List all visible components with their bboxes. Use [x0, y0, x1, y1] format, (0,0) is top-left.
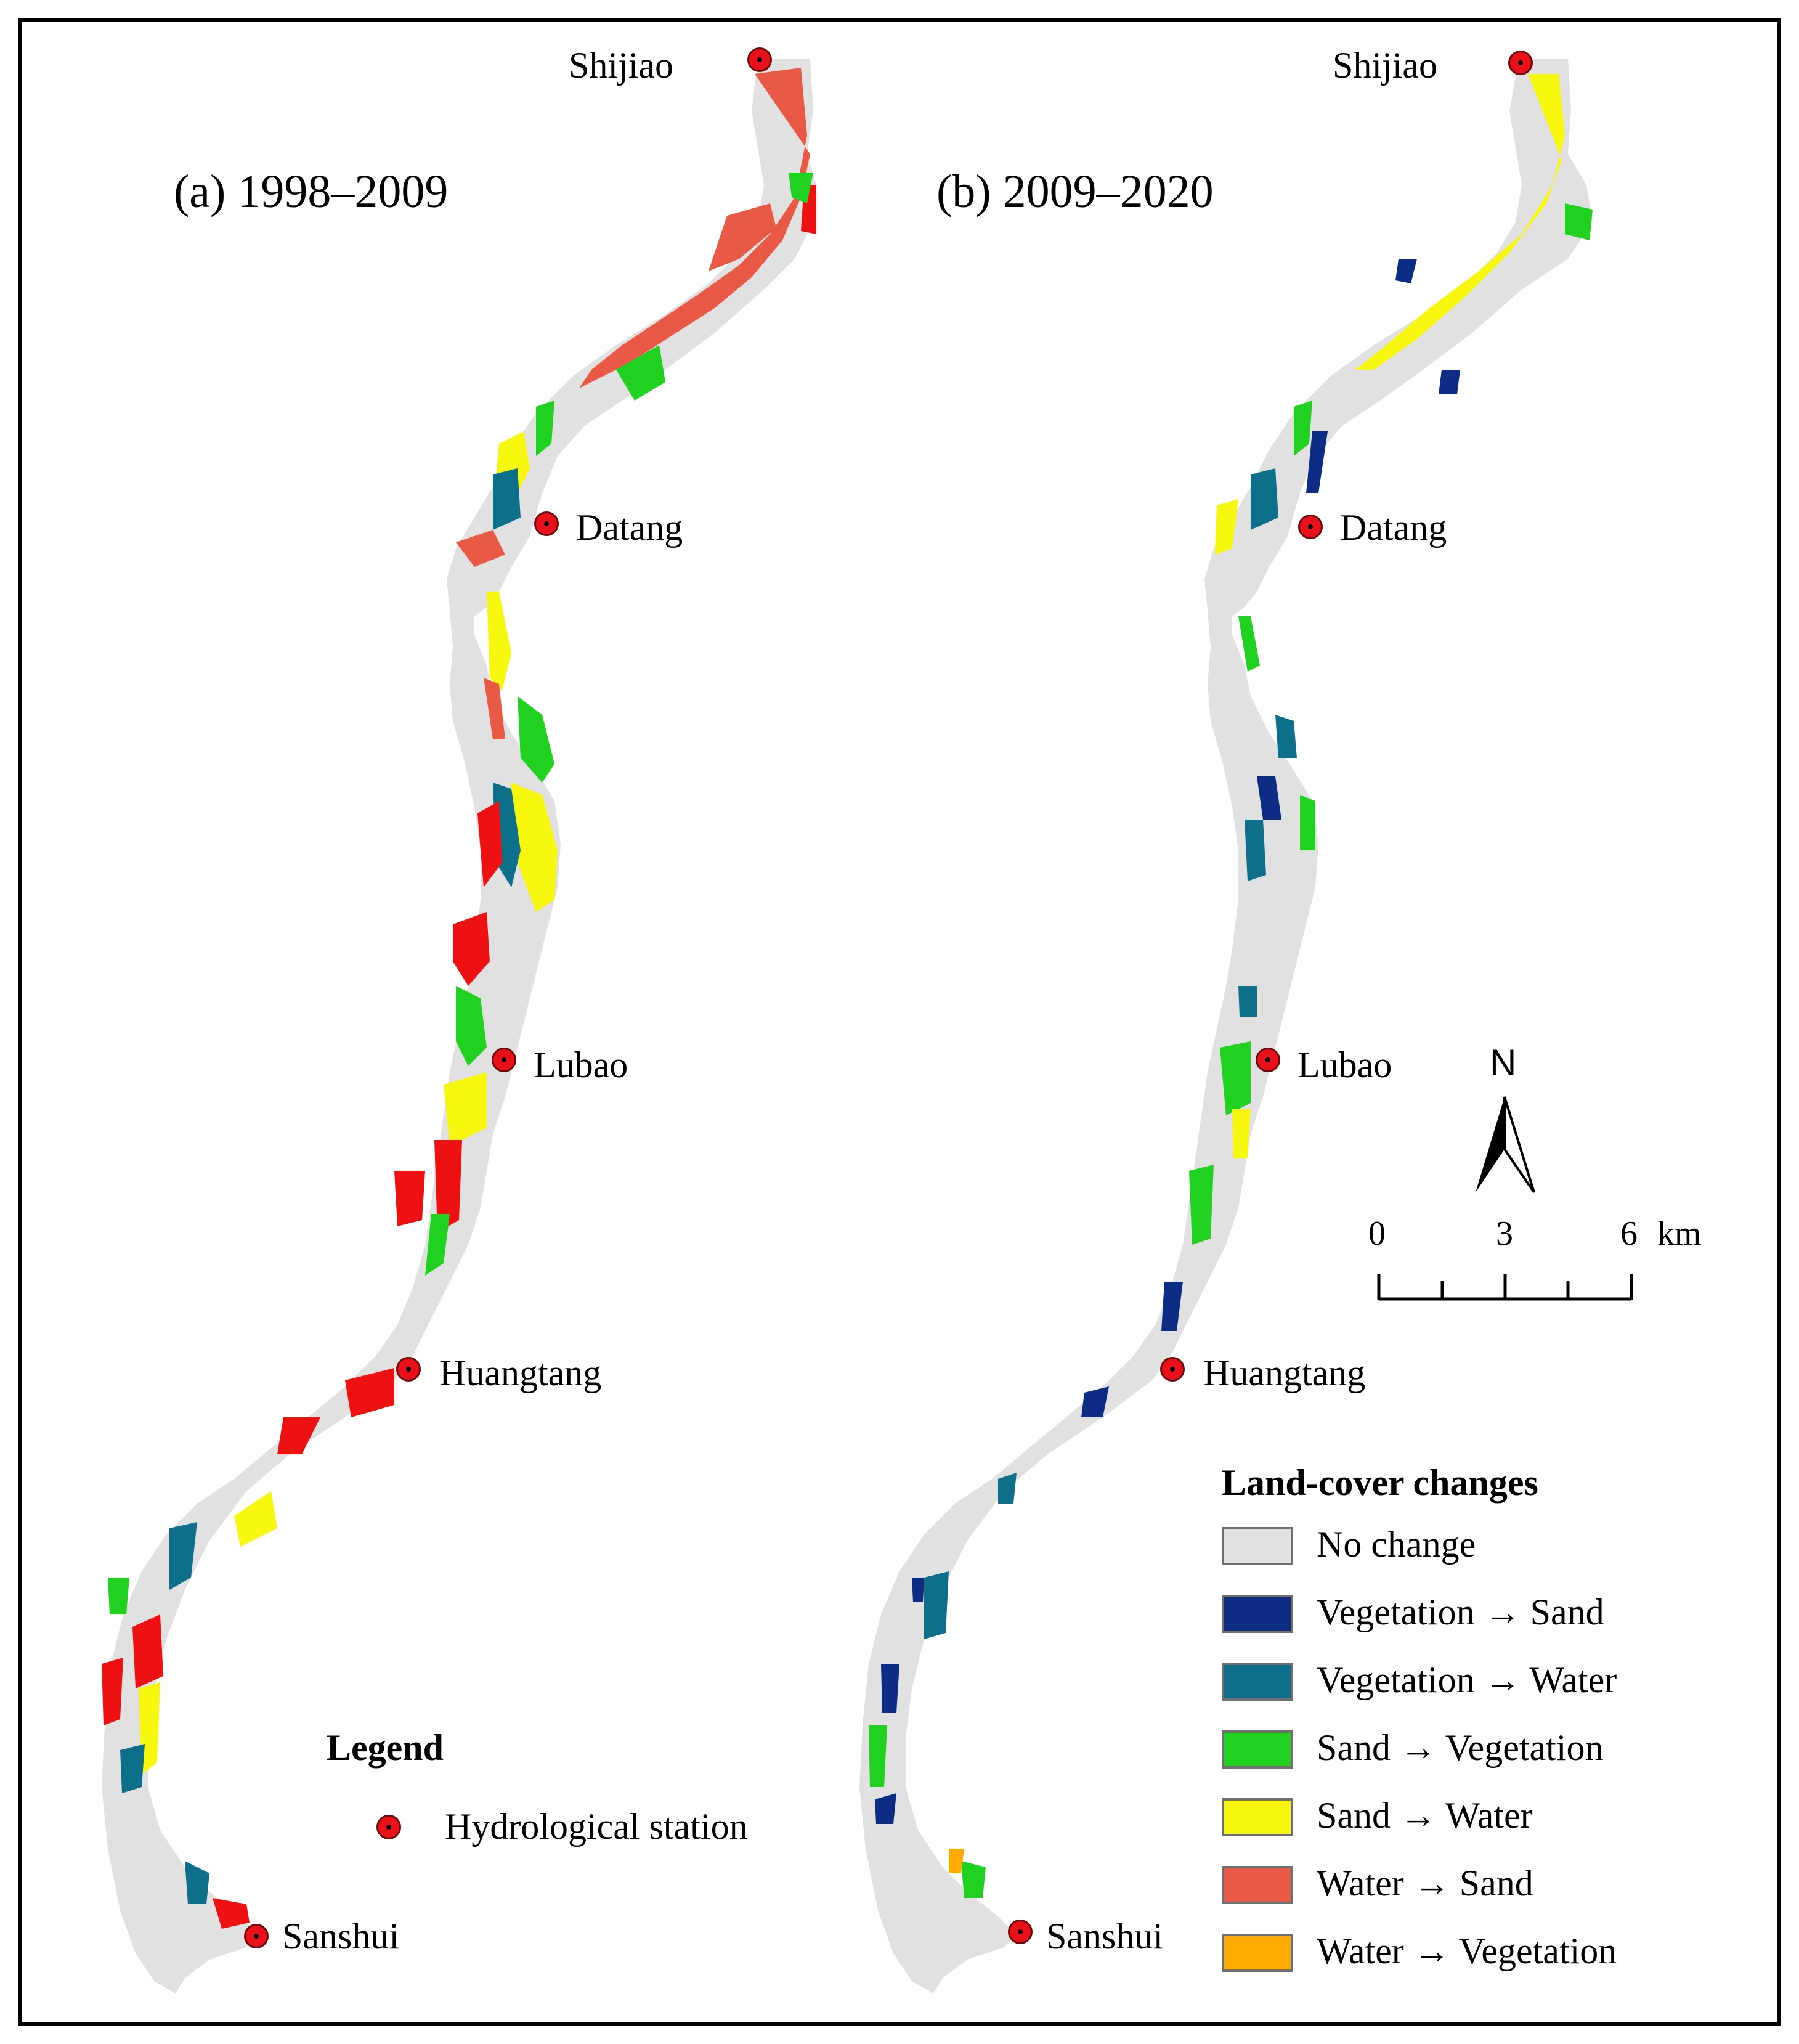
station-label-lubao-a: Lubao — [534, 1044, 628, 1085]
legend-title: Legend — [327, 1727, 444, 1768]
panel-a-title: (a) 1998–2009 — [174, 166, 449, 218]
station-label-huangtang-a: Huangtang — [439, 1353, 602, 1393]
landcover-swatch-0 — [1222, 1527, 1293, 1565]
scale-tick-0: 0 — [1368, 1215, 1386, 1253]
river-map-a — [102, 59, 816, 1993]
station-marker-sanshui-a — [244, 1924, 269, 1948]
landcover-swatch-5 — [1222, 1866, 1293, 1904]
landcover-label-3: Sand → Vegetation — [1317, 1727, 1604, 1768]
station-label-sanshui-b: Sanshui — [1046, 1916, 1164, 1956]
landcover-label-1: Vegetation → Sand — [1317, 1592, 1604, 1632]
landcover-swatch-4 — [1222, 1798, 1293, 1836]
scale-tick-6: 6 — [1620, 1215, 1638, 1253]
station-marker-datang-b — [1298, 515, 1323, 539]
station-label-sanshui-a: Sanshui — [282, 1916, 400, 1956]
legend-station-label: Hydrological station — [445, 1806, 748, 1847]
landcover-swatch-1 — [1222, 1595, 1293, 1633]
station-label-huangtang-b: Huangtang — [1203, 1353, 1366, 1393]
river-channel-b — [859, 59, 1593, 1993]
station-label-datang-b: Datang — [1340, 507, 1447, 548]
station-marker-huangtang-b — [1160, 1357, 1185, 1382]
station-marker-lubao-b — [1256, 1048, 1280, 1072]
north-label: N — [1490, 1042, 1517, 1083]
station-label-shijiao-a: Shijiao — [569, 45, 674, 86]
station-label-shijiao-b: Shijiao — [1333, 45, 1438, 86]
landcover-legend-title: Land-cover changes — [1222, 1462, 1538, 1503]
change-patches-a — [102, 68, 816, 1929]
station-marker-shijiao-b — [1508, 51, 1533, 75]
station-marker-huangtang-a — [396, 1357, 421, 1382]
landcover-swatch-2 — [1222, 1663, 1293, 1701]
landcover-label-0: No change — [1317, 1524, 1476, 1565]
landcover-label-2: Vegetation → Water — [1317, 1659, 1617, 1700]
change-patches-b — [869, 74, 1593, 1898]
station-label-datang-a: Datang — [576, 507, 683, 548]
station-marker-datang-a — [534, 511, 559, 536]
station-marker-shijiao-a — [747, 47, 772, 72]
station-marker-sanshui-b — [1008, 1920, 1033, 1944]
landcover-label-6: Water → Vegetation — [1317, 1931, 1617, 1971]
scale-tick-3: 3 — [1496, 1215, 1513, 1253]
station-marker-lubao-a — [492, 1048, 516, 1072]
figure-frame — [18, 18, 1781, 2026]
scale-unit: km — [1657, 1215, 1702, 1253]
landcover-swatch-3 — [1222, 1730, 1293, 1769]
river-map-b — [859, 59, 1593, 1993]
legend-station-icon — [376, 1815, 401, 1839]
station-label-lubao-b: Lubao — [1297, 1044, 1392, 1085]
landcover-swatch-6 — [1222, 1934, 1293, 1972]
landcover-label-5: Water → Sand — [1317, 1863, 1533, 1904]
panel-b-title: (b) 2009–2020 — [936, 166, 1214, 218]
landcover-label-4: Sand → Water — [1317, 1795, 1533, 1836]
